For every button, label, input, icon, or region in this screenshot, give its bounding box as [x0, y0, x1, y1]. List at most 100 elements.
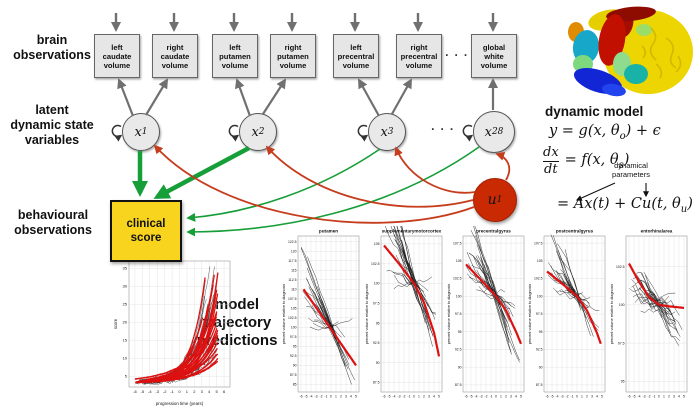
arrow-u1-x28: [495, 152, 511, 181]
label-behavioural-observations: behavioural observations: [14, 208, 92, 237]
svg-text:4: 4: [208, 389, 211, 394]
svg-text:97.5: 97.5: [536, 312, 543, 316]
fraction-denominator: dt: [544, 162, 558, 177]
arrow-u1-x2: [265, 145, 474, 208]
svg-text:-2: -2: [565, 395, 568, 399]
svg-text:90: 90: [376, 361, 380, 365]
svg-text:92.5: 92.5: [536, 348, 543, 352]
svg-text:2: 2: [505, 395, 507, 399]
box-row-ellipsis: · · ·: [445, 48, 469, 62]
self-loop-x28: [462, 124, 474, 142]
svg-text:percent volume relative to dia: percent volume relative to diagnosis: [365, 284, 369, 345]
svg-text:3: 3: [345, 395, 347, 399]
brain-svg: [568, 6, 693, 97]
svg-text:107.5: 107.5: [534, 241, 543, 245]
svg-text:6: 6: [223, 389, 226, 394]
svg-text:3: 3: [591, 395, 593, 399]
svg-text:90: 90: [458, 365, 462, 369]
svg-text:-3: -3: [397, 395, 400, 399]
svg-text:score: score: [113, 318, 118, 329]
svg-text:1: 1: [186, 389, 189, 394]
svg-text:115: 115: [291, 268, 297, 272]
svg-text:3: 3: [673, 395, 675, 399]
latent-row-ellipsis: · · ·: [431, 122, 455, 136]
svg-text:-5: -5: [387, 395, 390, 399]
svg-text:-3: -3: [642, 395, 645, 399]
svg-text:105: 105: [291, 306, 297, 310]
svg-text:-1: -1: [170, 389, 174, 394]
svg-text:-1: -1: [407, 395, 410, 399]
svg-text:putamen: putamen: [319, 229, 338, 234]
svg-text:-2: -2: [163, 389, 167, 394]
svg-text:35: 35: [123, 266, 128, 271]
box-global-white: global white volume: [471, 34, 517, 78]
svg-text:-4: -4: [555, 395, 558, 399]
arrow-x2-right-putamen: [262, 78, 287, 115]
svg-text:-4: -4: [637, 395, 640, 399]
label-brain-observations: brain observations: [13, 33, 91, 62]
svg-text:-1: -1: [652, 395, 655, 399]
svg-text:-4: -4: [392, 395, 395, 399]
svg-text:4: 4: [350, 395, 352, 399]
node-x28-sub: 28: [491, 127, 504, 137]
arrow-x3-clinical: [186, 148, 381, 222]
chart-putamen: putamen -6 -5 -4 -3 -2 -1 0 1 2 3 4 5 85 87.5 90 92.5 95 9…: [280, 226, 362, 410]
svg-text:102.5: 102.5: [453, 277, 462, 281]
svg-text:100: 100: [619, 303, 625, 307]
node-u1-label: u: [487, 192, 497, 208]
svg-text:5: 5: [355, 395, 357, 399]
svg-text:30: 30: [123, 284, 128, 289]
svg-text:3: 3: [510, 395, 512, 399]
svg-text:2: 2: [586, 395, 588, 399]
svg-text:10: 10: [123, 356, 128, 361]
svg-text:-5: -5: [141, 389, 145, 394]
svg-text:90: 90: [293, 364, 297, 368]
svg-text:97.5: 97.5: [290, 335, 297, 339]
svg-text:0: 0: [576, 395, 578, 399]
label-latent-variables: latent dynamic state variables: [10, 103, 94, 147]
chart-precentralgyrus: precentralgyrus -6 -5 -4 -3 -2 -1 0 1 2 3 4 5 87.5 90 9…: [445, 226, 527, 410]
box-right-precentral: right precentral volume: [396, 34, 442, 78]
svg-text:97.5: 97.5: [455, 312, 462, 316]
node-x28: x 28: [473, 111, 515, 153]
node-x1-label: x: [134, 124, 142, 140]
svg-text:2: 2: [423, 395, 425, 399]
arrow-x3-right-precentral: [391, 78, 412, 115]
svg-text:1: 1: [581, 395, 583, 399]
svg-text:87.5: 87.5: [455, 383, 462, 387]
svg-text:87.5: 87.5: [373, 381, 380, 385]
svg-text:-6: -6: [627, 395, 630, 399]
svg-text:1: 1: [418, 395, 420, 399]
svg-text:5: 5: [438, 395, 440, 399]
svg-text:-6: -6: [133, 389, 137, 394]
svg-text:4: 4: [433, 395, 435, 399]
fraction-bar: [543, 161, 559, 162]
self-loop-x3: [357, 124, 369, 142]
chart-supplementarymotorcortex: supplementarymotorcortex -6 -5 -4 -3 -2 -1 0 1 2 3…: [363, 226, 445, 410]
svg-text:102.5: 102.5: [288, 316, 297, 320]
node-x2-sub: 2: [258, 127, 265, 137]
chart-postcentralgyrus: postcentralgyrus -6 -5 -4 -3 -2 -1 0 1 2 3 4 5 87.5 90…: [526, 226, 608, 410]
svg-text:3: 3: [201, 389, 204, 394]
svg-text:25: 25: [123, 302, 128, 307]
svg-text:-1: -1: [570, 395, 573, 399]
svg-text:107.5: 107.5: [288, 297, 297, 301]
svg-text:entorhinalarea: entorhinalarea: [641, 229, 673, 234]
green-arrows: [132, 146, 480, 237]
svg-text:5: 5: [520, 395, 522, 399]
svg-text:122.5: 122.5: [288, 240, 297, 244]
svg-text:87.5: 87.5: [290, 373, 297, 377]
svg-text:105: 105: [537, 259, 543, 263]
annotation-dynamical-parameters: dynamical parameters: [612, 161, 650, 179]
svg-text:-4: -4: [148, 389, 152, 394]
svg-text:-2: -2: [319, 395, 322, 399]
svg-text:-3: -3: [155, 389, 159, 394]
node-x3-label: x: [380, 124, 388, 140]
svg-text:supplementarymotorcortex: supplementarymotorcortex: [382, 229, 442, 234]
svg-text:95: 95: [539, 330, 543, 334]
svg-text:5: 5: [125, 374, 128, 379]
svg-text:percent volume relative to dia: percent volume relative to diagnosis: [610, 284, 614, 345]
svg-text:110: 110: [291, 287, 297, 291]
